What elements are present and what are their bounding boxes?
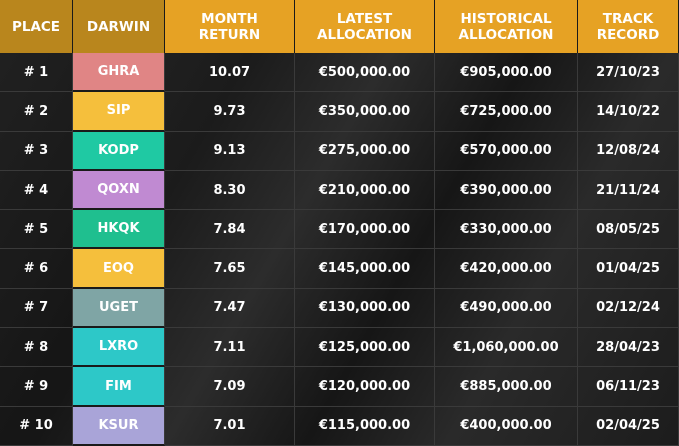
month-return-cell: 7.65 (165, 249, 295, 289)
latest-allocation-cell: €120,000.00 (295, 367, 435, 407)
darwin-cell: LXRO (73, 328, 165, 368)
column-header: HISTORICAL ALLOCATION (435, 0, 578, 53)
place-cell: # 5 (0, 210, 73, 250)
darwin-cell: UGET (73, 288, 165, 329)
header-line: RECORD (596, 26, 660, 43)
place-cell: # 9 (0, 367, 73, 407)
month-return-cell: 9.13 (165, 131, 295, 171)
darwin-cell: QOXN (73, 170, 165, 211)
place-cell: # 1 (0, 53, 73, 93)
track-record-cell: 12/08/24 (578, 131, 679, 171)
place-cell: # 6 (0, 249, 73, 289)
place-cell: # 2 (0, 92, 73, 132)
historical-allocation-cell: €905,000.00 (435, 53, 578, 93)
latest-allocation-cell: €115,000.00 (295, 406, 435, 446)
header-line: DARWIN (86, 18, 151, 35)
historical-allocation-cell: €420,000.00 (435, 249, 578, 289)
column-header: TRACK RECORD (578, 0, 679, 53)
header-line: ALLOCATION (458, 26, 554, 43)
historical-allocation-cell: €490,000.00 (435, 288, 578, 329)
historical-allocation-cell: €725,000.00 (435, 92, 578, 132)
latest-allocation-cell: €210,000.00 (295, 170, 435, 211)
latest-allocation-cell: €125,000.00 (295, 328, 435, 368)
latest-allocation-cell: €275,000.00 (295, 131, 435, 171)
month-return-cell: 7.11 (165, 328, 295, 368)
darwin-cell: GHRA (73, 53, 165, 93)
month-return-cell: 10.07 (165, 53, 295, 93)
place-cell: # 10 (0, 406, 73, 446)
track-record-cell: 08/05/25 (578, 210, 679, 250)
track-record-cell: 14/10/22 (578, 92, 679, 132)
latest-allocation-cell: €350,000.00 (295, 92, 435, 132)
darwin-cell: EOQ (73, 249, 165, 289)
historical-allocation-cell: €390,000.00 (435, 170, 578, 211)
column-header: PLACE (0, 0, 73, 53)
track-record-cell: 06/11/23 (578, 367, 679, 407)
darwin-cell: FIM (73, 367, 165, 407)
header-line: PLACE (11, 18, 61, 35)
track-record-cell: 02/04/25 (578, 406, 679, 446)
track-record-cell: 27/10/23 (578, 53, 679, 93)
latest-allocation-cell: €500,000.00 (295, 53, 435, 93)
header-line: RETURN (198, 26, 261, 43)
darwin-cell: KSUR (73, 406, 165, 446)
column-header: LATEST ALLOCATION (295, 0, 435, 53)
darwin-cell: SIP (73, 92, 165, 132)
header-line: LATEST (336, 10, 393, 27)
track-record-cell: 02/12/24 (578, 288, 679, 329)
track-record-cell: 28/04/23 (578, 328, 679, 368)
place-cell: # 4 (0, 170, 73, 211)
column-header: MONTH RETURN (165, 0, 295, 53)
historical-allocation-cell: €885,000.00 (435, 367, 578, 407)
column-header: DARWIN (73, 0, 165, 53)
historical-allocation-cell: €570,000.00 (435, 131, 578, 171)
track-record-cell: 01/04/25 (578, 249, 679, 289)
latest-allocation-cell: €145,000.00 (295, 249, 435, 289)
header-line: ALLOCATION (317, 26, 412, 43)
place-cell: # 3 (0, 131, 73, 171)
month-return-cell: 7.09 (165, 367, 295, 407)
latest-allocation-cell: €170,000.00 (295, 210, 435, 250)
track-record-cell: 21/11/24 (578, 170, 679, 211)
month-return-cell: 7.01 (165, 406, 295, 446)
latest-allocation-cell: €130,000.00 (295, 288, 435, 329)
place-cell: # 7 (0, 288, 73, 329)
historical-allocation-cell: €400,000.00 (435, 406, 578, 446)
month-return-cell: 7.47 (165, 288, 295, 329)
place-cell: # 8 (0, 328, 73, 368)
header-line: MONTH (201, 10, 258, 27)
darwin-cell: KODP (73, 131, 165, 171)
month-return-cell: 8.30 (165, 170, 295, 211)
darwin-cell: HKQK (73, 210, 165, 250)
header-line: HISTORICAL (460, 10, 552, 27)
historical-allocation-cell: €330,000.00 (435, 210, 578, 250)
header-line: TRACK (602, 10, 654, 27)
historical-allocation-cell: €1,060,000.00 (435, 328, 578, 368)
month-return-cell: 9.73 (165, 92, 295, 132)
month-return-cell: 7.84 (165, 210, 295, 250)
